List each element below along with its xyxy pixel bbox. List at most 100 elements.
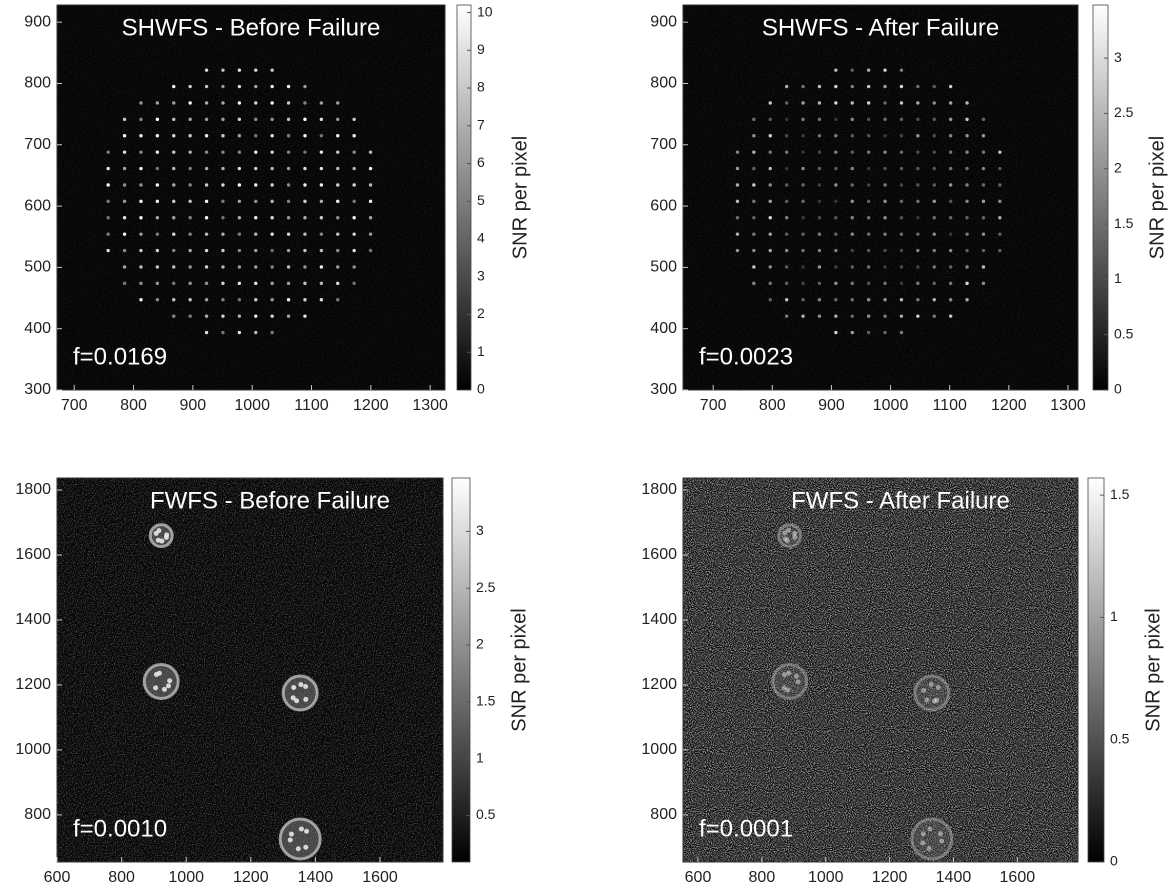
colorbar-tick-label: 1.5	[1114, 215, 1134, 231]
spot	[933, 118, 936, 121]
spot	[949, 101, 952, 104]
spot	[736, 200, 739, 203]
y-tick-label: 300	[650, 381, 677, 398]
y-tick-label: 1800	[15, 481, 51, 498]
spot	[900, 200, 903, 203]
spot	[933, 249, 936, 252]
spot	[303, 183, 306, 186]
colorbar-tick-label: 2	[477, 305, 485, 321]
spot	[900, 232, 903, 235]
spot	[916, 216, 919, 219]
blob-speck	[782, 672, 787, 677]
spot	[834, 150, 837, 153]
blob-speck	[303, 684, 308, 689]
spot	[369, 150, 372, 153]
spot	[785, 118, 788, 121]
spot	[106, 183, 109, 186]
colorbar-tick-label: 2.5	[476, 579, 496, 595]
spot	[982, 216, 985, 219]
panel-title: FWFS - Before Failure	[150, 487, 390, 514]
spot	[287, 249, 290, 252]
spot	[172, 167, 175, 170]
y-tick-label: 1200	[15, 676, 51, 693]
spot	[949, 134, 952, 137]
spot	[221, 150, 224, 153]
spot	[287, 150, 290, 153]
spot	[172, 298, 175, 301]
spot	[785, 298, 788, 301]
spot	[949, 150, 952, 153]
y-tick-label: 900	[24, 13, 51, 30]
x-tick-label: 1000	[808, 869, 844, 886]
spot	[139, 150, 142, 153]
blob-speck	[303, 845, 308, 850]
spot	[172, 282, 175, 285]
blob-speck	[920, 840, 925, 845]
spot	[982, 150, 985, 153]
spot	[139, 134, 142, 137]
spot	[270, 68, 273, 71]
spot	[336, 118, 339, 121]
spot	[818, 298, 821, 301]
colorbar-tick-label: 10	[477, 3, 493, 19]
spot	[270, 134, 273, 137]
spot	[818, 85, 821, 88]
x-tick-label: 900	[180, 397, 207, 414]
spot	[752, 200, 755, 203]
spot	[769, 101, 772, 104]
spot	[303, 85, 306, 88]
spot	[320, 167, 323, 170]
spot	[139, 167, 142, 170]
spot	[336, 216, 339, 219]
spot	[336, 167, 339, 170]
spot	[254, 331, 257, 334]
spot	[785, 200, 788, 203]
colorbar-tick-label: 2.5	[1114, 104, 1134, 120]
spot	[769, 118, 772, 121]
spot	[303, 282, 306, 285]
spot	[221, 68, 224, 71]
spot	[965, 167, 968, 170]
spot	[851, 232, 854, 235]
spot	[270, 232, 273, 235]
spot	[818, 118, 821, 121]
spot	[221, 167, 224, 170]
spot	[965, 183, 968, 186]
annotation: f=0.0010	[73, 815, 167, 842]
spot	[336, 200, 339, 203]
spot	[933, 298, 936, 301]
spot	[883, 150, 886, 153]
spot	[949, 282, 952, 285]
spot	[238, 298, 241, 301]
spot	[998, 200, 1001, 203]
spot	[221, 101, 224, 104]
spot	[916, 150, 919, 153]
spot	[221, 298, 224, 301]
spot	[352, 167, 355, 170]
spot	[270, 216, 273, 219]
spot	[736, 183, 739, 186]
x-tick-label: 1600	[362, 869, 398, 886]
spot	[785, 183, 788, 186]
spot	[320, 265, 323, 268]
spot	[156, 150, 159, 153]
spot	[982, 183, 985, 186]
spot	[287, 101, 290, 104]
spot	[369, 232, 372, 235]
image-noise	[683, 478, 1078, 862]
colorbar-tick-label: 0	[1110, 853, 1118, 869]
x-tick-label: 1100	[932, 397, 967, 414]
annotation: f=0.0169	[73, 343, 167, 370]
spot	[205, 167, 208, 170]
colorbar-label: SNR per pixel	[509, 136, 531, 259]
spot	[156, 232, 159, 235]
spot	[867, 167, 870, 170]
spot	[205, 200, 208, 203]
colorbar	[1088, 478, 1104, 862]
spot	[900, 314, 903, 317]
spot	[238, 282, 241, 285]
blob-speck	[167, 678, 172, 683]
spot	[801, 101, 804, 104]
spot	[369, 167, 372, 170]
spot	[916, 265, 919, 268]
